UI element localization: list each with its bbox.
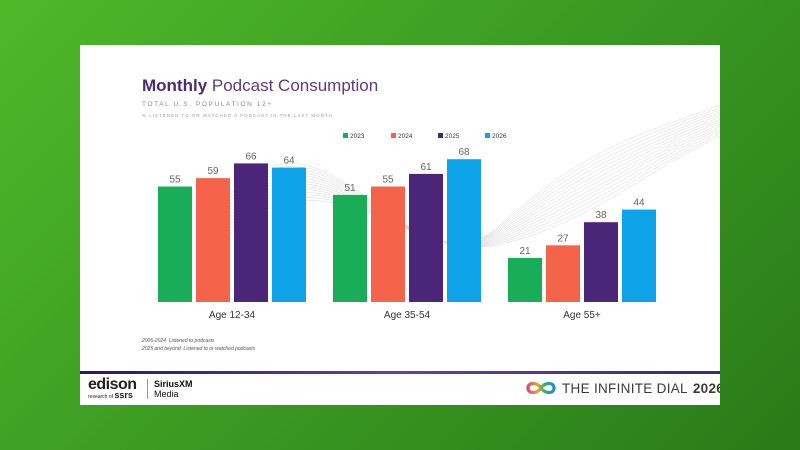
legend-label: 2025 — [445, 133, 460, 140]
bar-value-label: 64 — [283, 156, 295, 167]
infinity-icon — [526, 381, 556, 395]
bar — [196, 178, 230, 302]
bar-value-label: 55 — [382, 175, 394, 186]
legend-label: 2023 — [350, 133, 365, 140]
bar — [584, 222, 618, 302]
bar-value-label: 68 — [458, 147, 470, 158]
bar-value-label: 27 — [557, 233, 569, 244]
infinite-dial-logo: THE INFINITE DIAL2026 — [524, 379, 720, 397]
bar — [333, 194, 367, 302]
bar-value-label: 21 — [519, 246, 531, 257]
siriusxm-logo: SiriusXM Media — [154, 379, 193, 399]
bar — [234, 163, 268, 302]
footer-divider — [80, 371, 720, 374]
title-bold: Monthly — [142, 76, 208, 95]
bar-value-label: 38 — [595, 210, 607, 221]
bar — [158, 186, 192, 302]
bar-value-label: 51 — [344, 183, 356, 194]
edison-subline: research of ssrs — [88, 390, 137, 400]
category-label: Age 35-54 — [384, 310, 431, 321]
bar — [447, 159, 481, 302]
bar — [371, 186, 405, 302]
logo-divider — [147, 379, 148, 399]
bar-value-label: 44 — [633, 198, 645, 209]
legend-label: 2026 — [492, 133, 507, 140]
chart-legend: 2023 2024 2025 2026 — [343, 133, 507, 140]
chart-bars — [158, 159, 656, 302]
research-of-text: research of — [88, 394, 114, 400]
legend-swatch — [485, 133, 490, 138]
media-wordmark: Media — [154, 389, 179, 399]
siriusxm-wordmark: SiriusXM — [154, 379, 193, 389]
wave-line — [229, 135, 720, 248]
chart-subtitle: TOTAL U.S. POPULATION 12+ — [142, 101, 273, 108]
wave-line — [229, 131, 720, 247]
legend-swatch — [438, 133, 443, 138]
footnote-1: 2006-2024: Listened to podcasts — [142, 338, 215, 344]
chart-title: Monthly Podcast Consumption — [142, 76, 378, 96]
bar-value-label: 59 — [207, 166, 219, 177]
bar-value-label: 66 — [245, 151, 257, 162]
chart-subtitle-2: % LISTENED TO OR WATCHED A PODCAST IN TH… — [142, 113, 333, 118]
bar — [272, 167, 306, 302]
bar — [508, 257, 542, 302]
footnote-2: 2025 and beyond: Listened to or watched … — [142, 346, 256, 352]
edison-wordmark: edison — [88, 376, 137, 393]
bar — [622, 209, 656, 302]
bar-value-label: 55 — [169, 175, 181, 186]
edison-logo: edison research of ssrs — [88, 376, 137, 400]
title-rest: Podcast Consumption — [211, 76, 379, 95]
slide-card: Monthly Podcast Consumption TOTAL U.S. P… — [80, 45, 720, 405]
legend-label: 2024 — [398, 133, 413, 140]
wave-line — [229, 133, 720, 247]
bar — [546, 245, 580, 302]
category-label: Age 55+ — [563, 310, 601, 321]
ssrs-wordmark: ssrs — [114, 390, 133, 400]
infinite-dial-year: 2026 — [692, 380, 720, 396]
bar-chart: 2023 2024 2025 2026 55 59 66 64 Age 12-34 51 55 61… — [158, 104, 720, 321]
chart-labels: 55 59 66 64 Age 12-34 51 55 61 68 Age 35-54 21 27 38… — [169, 147, 645, 321]
category-label: Age 12-34 — [209, 310, 256, 321]
legend-swatch — [391, 133, 396, 138]
bar — [409, 173, 443, 302]
bar-value-label: 61 — [420, 162, 432, 173]
infinite-dial-text: THE INFINITE DIAL — [562, 380, 688, 396]
legend-swatch — [343, 133, 348, 138]
